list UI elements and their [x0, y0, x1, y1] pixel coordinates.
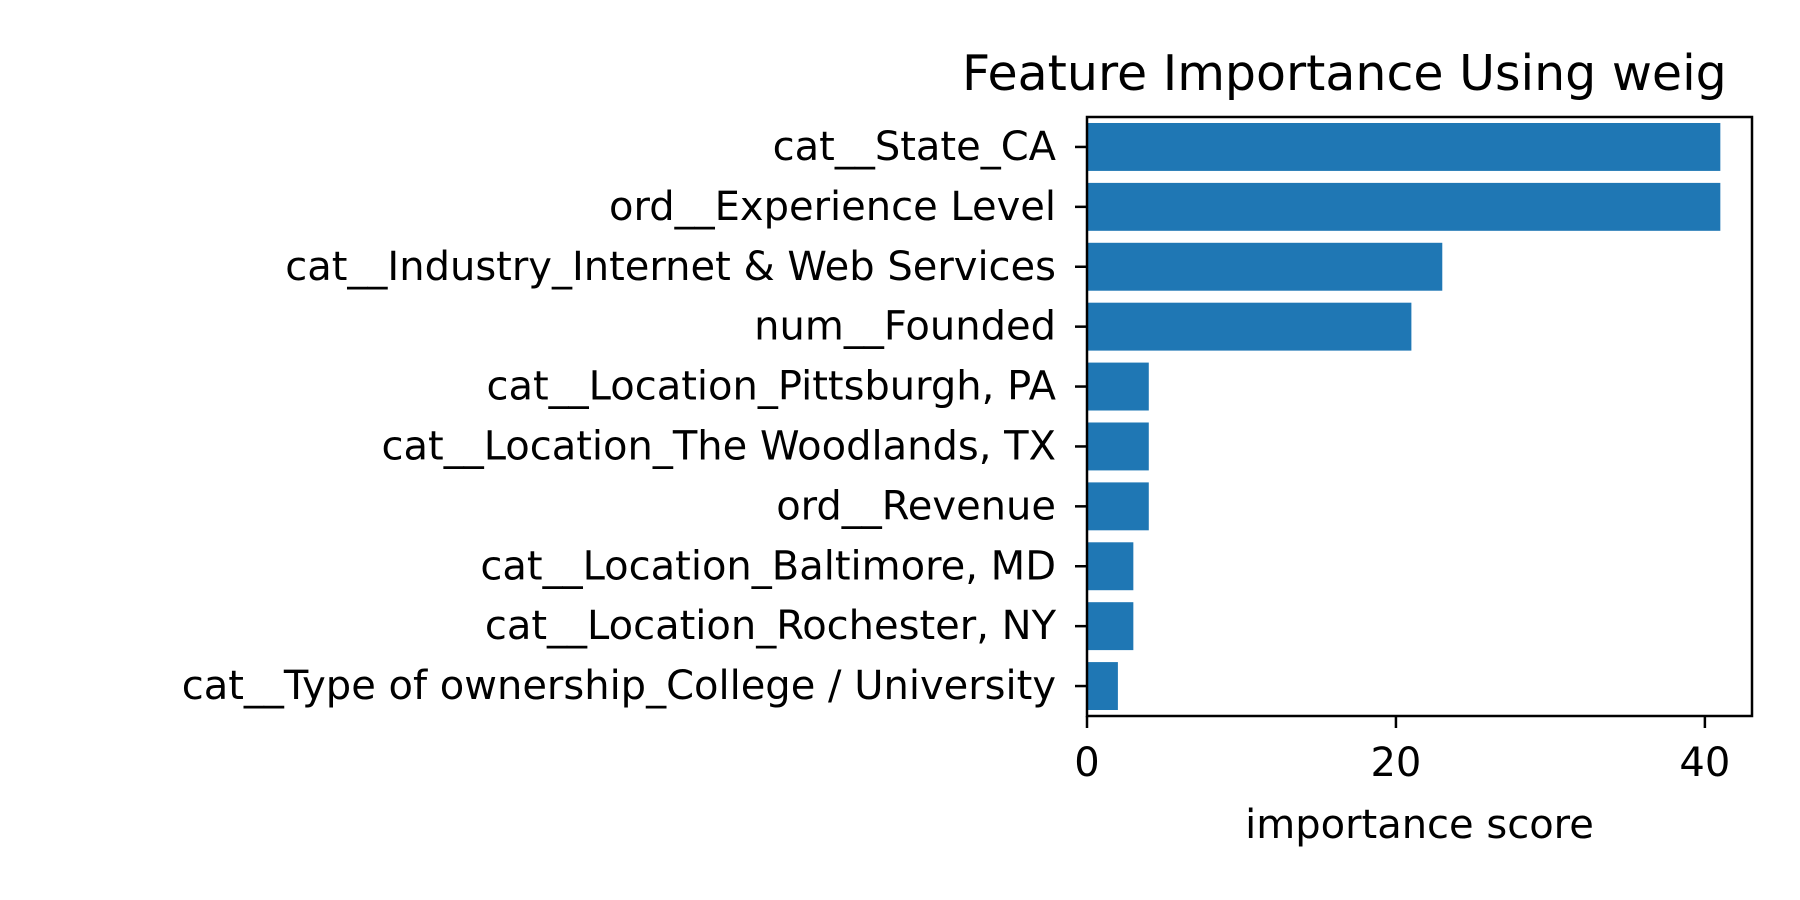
x-tick-label: 20	[1370, 740, 1421, 786]
y-tick-label: cat__Location_Baltimore, MD	[480, 543, 1056, 589]
bar	[1087, 542, 1134, 591]
bar	[1087, 182, 1721, 231]
y-tick-label: cat__Industry_Internet & Web Services	[285, 244, 1056, 290]
bar	[1087, 482, 1149, 531]
y-tick-label: cat__Location_Pittsburgh, PA	[486, 364, 1056, 410]
x-axis-title: importance score	[1245, 802, 1594, 848]
y-tick-label: num__Founded	[754, 304, 1056, 350]
y-tick-label: cat__State_CA	[773, 124, 1057, 170]
bar	[1087, 122, 1721, 171]
x-tick-label: 0	[1074, 740, 1099, 786]
y-tick-label: cat__Location_Rochester, NY	[485, 603, 1057, 649]
x-axis-ticks: 0 20 40	[1074, 716, 1730, 786]
chart-title: Feature Importance Using weig	[962, 45, 1727, 102]
y-axis-ticks: cat__State_CA ord__Experience Level cat__I…	[182, 124, 1087, 709]
y-tick-label: ord__Experience Level	[609, 184, 1056, 230]
y-tick-label: ord__Revenue	[776, 483, 1056, 529]
bars-group	[1087, 122, 1721, 711]
bar	[1087, 302, 1412, 351]
bar	[1087, 662, 1118, 711]
plot-frame	[1085, 115, 1754, 718]
bar	[1087, 602, 1134, 651]
y-tick-label: cat__Location_The Woodlands, TX	[382, 423, 1057, 469]
bar	[1087, 362, 1149, 411]
x-tick-label: 40	[1679, 740, 1730, 786]
bar	[1087, 422, 1149, 471]
bar	[1087, 242, 1443, 291]
y-tick-label: cat__Type of ownership_College / Univers…	[182, 663, 1056, 709]
